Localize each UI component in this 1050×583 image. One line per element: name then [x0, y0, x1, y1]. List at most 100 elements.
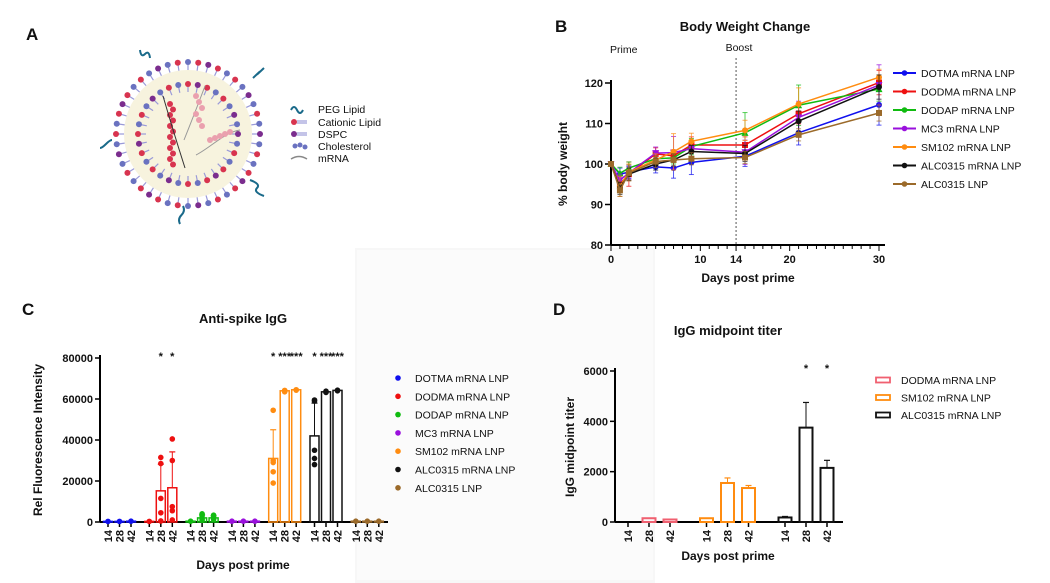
x-tick-label: 42	[333, 530, 345, 542]
overlay-shade-inner	[357, 250, 653, 580]
lipid-head	[239, 83, 246, 90]
cationic-lipid	[170, 161, 176, 168]
lnp-diagram	[99, 49, 265, 225]
data-point	[376, 518, 382, 524]
data-point	[795, 118, 802, 125]
cationic-lipid-faded	[196, 99, 202, 105]
igg-midpoint-titer-chart: IgG midpoint titer Days post prime IgG m…	[563, 323, 1001, 563]
chart-title: Body Weight Change	[680, 19, 810, 34]
significance-star: *	[804, 363, 809, 375]
x-tick-label: 14	[623, 529, 635, 542]
x-tick-label: 42	[291, 530, 303, 542]
bar	[279, 390, 290, 523]
legend-swatch	[875, 376, 891, 384]
lipid-head	[113, 141, 120, 148]
data-point	[625, 169, 632, 176]
bar	[720, 481, 735, 524]
series-dodap-mrna-lnp: 14 28 42	[185, 511, 221, 542]
lipid-head	[174, 202, 181, 209]
data-point	[688, 138, 695, 145]
lipid-head	[146, 191, 153, 198]
series-alc0315-mrna-lnp: 14 * 28 *** 42 ***	[309, 351, 345, 542]
lipid-head	[149, 95, 156, 102]
legend-label: DODAP mRNA LNP	[415, 410, 509, 422]
y-tick-label: 2000	[584, 467, 608, 479]
data-point	[210, 516, 217, 523]
data-point	[116, 518, 123, 525]
legend-label: DOTMA mRNA LNP	[921, 68, 1015, 80]
series-alc0315-mrna-lnp: 14 28 * 42 *	[777, 363, 835, 542]
x-tick-label: 30	[873, 254, 885, 266]
legend-marker	[901, 181, 908, 187]
y-tick-label: 60000	[62, 394, 93, 406]
data-point	[105, 518, 111, 525]
lipid-head	[135, 121, 142, 128]
data-point	[311, 447, 318, 454]
lipid-head	[115, 151, 122, 158]
panel-label-d: D	[553, 300, 565, 319]
x-tick-label: 28	[115, 530, 127, 542]
series-alc0315-lnp	[608, 104, 882, 197]
lipid-head	[231, 111, 238, 118]
data-point	[876, 109, 882, 116]
lipid-head	[257, 131, 263, 137]
cationic-lipid-faded	[193, 93, 199, 99]
data-point	[281, 387, 288, 394]
series-sm102-mrna-lnp: 14 28 42	[699, 477, 756, 542]
legend-marker	[901, 70, 908, 76]
data-point	[270, 468, 277, 475]
lipid-head	[250, 160, 257, 167]
cationic-lipid-icon	[291, 119, 297, 125]
panel-label-a: A	[26, 25, 38, 44]
data-point	[158, 509, 164, 516]
significance-star: *	[271, 351, 276, 363]
lipid-head	[164, 200, 171, 207]
series-mc3-mrna-lnp: 14 28 42	[226, 518, 262, 542]
data-point	[270, 480, 277, 486]
x-tick-label: 14	[103, 529, 115, 542]
x-axis-label: Days post prime	[196, 558, 290, 572]
cationic-lipid-faded	[193, 111, 199, 117]
x-tick-label: 14	[227, 529, 239, 542]
data-point	[270, 407, 277, 414]
legend-swatch	[875, 411, 891, 419]
data-point	[323, 389, 329, 396]
data-point	[158, 495, 164, 502]
legend-marker	[901, 107, 908, 113]
data-point	[334, 388, 341, 394]
lipid-head	[174, 59, 181, 66]
y-tick-label: 120	[585, 78, 603, 90]
x-tick-label: 0	[608, 254, 614, 266]
lipid-head	[119, 101, 126, 108]
lipid-head	[130, 83, 137, 90]
y-tick-label: 6000	[584, 366, 608, 378]
lipid-head	[220, 166, 227, 173]
significance-star: *	[825, 363, 830, 375]
x-tick-label: 42	[665, 530, 677, 542]
panel-label-b: B	[555, 17, 567, 36]
legend-label: MC3 mRNA LNP	[921, 124, 1000, 136]
lipid-head	[185, 181, 191, 187]
data-point	[608, 161, 614, 167]
annotation-prime: Prime	[610, 44, 638, 56]
panel-label-c: C	[22, 300, 34, 319]
lipid-head	[157, 172, 164, 179]
data-point	[795, 101, 802, 108]
bar	[662, 518, 678, 524]
lipid-head	[226, 103, 233, 110]
cationic-lipid-faded	[212, 135, 218, 141]
y-tick-label: 40000	[62, 435, 93, 447]
annotation-boost: Boost	[726, 42, 753, 54]
x-tick-label: 42	[209, 530, 221, 542]
legend-label: SM102 mRNA LNP	[415, 446, 505, 458]
data-point	[169, 507, 176, 514]
data-point	[158, 454, 164, 461]
x-tick-label: 14	[780, 529, 792, 542]
legend-marker	[901, 144, 908, 150]
data-point	[199, 517, 205, 524]
data-point	[293, 387, 300, 393]
lipid-head	[231, 150, 238, 157]
mrna-strand	[162, 95, 186, 169]
diagram-legend-item: PEG Lipid	[318, 104, 365, 116]
